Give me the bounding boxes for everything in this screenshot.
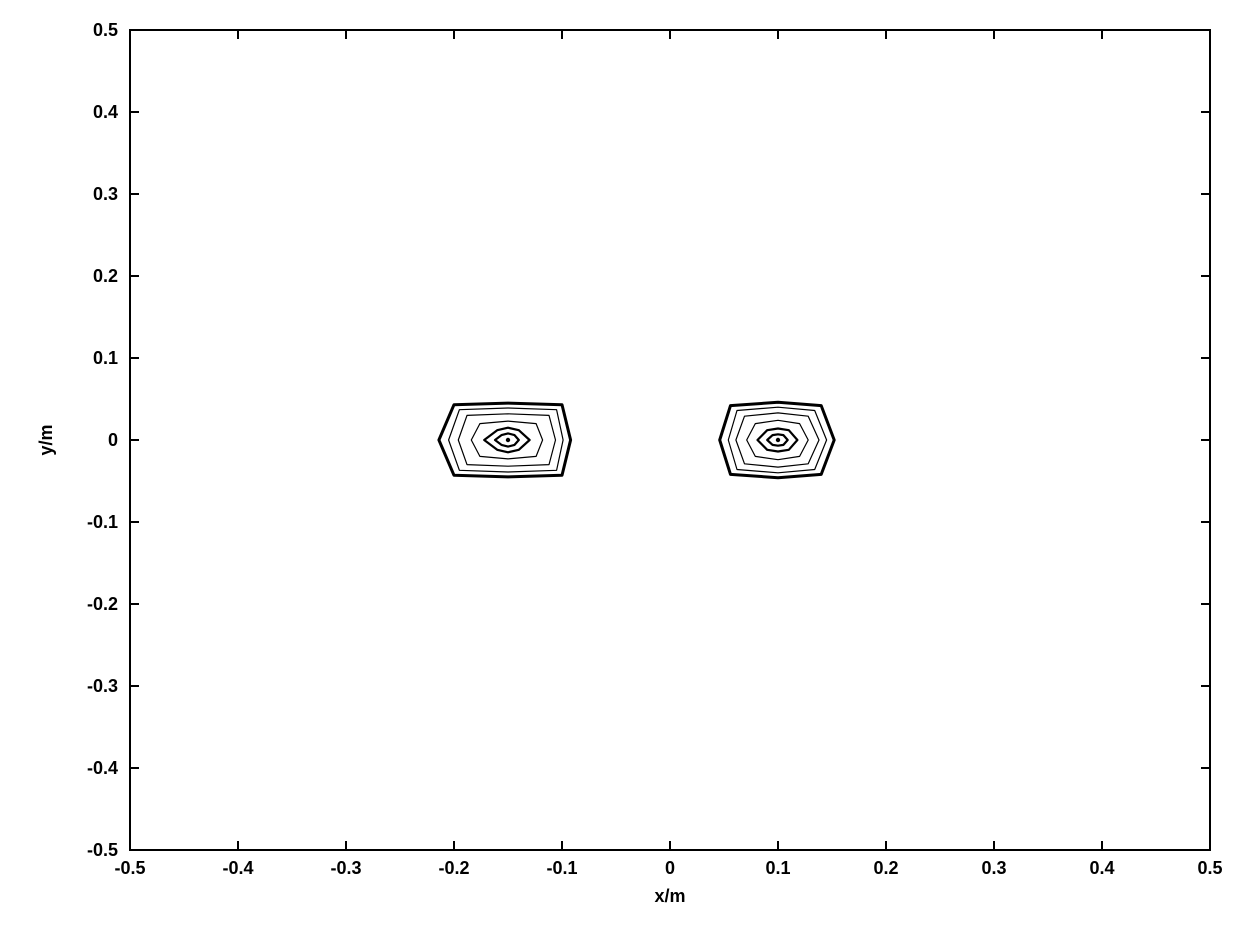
y-tick-label: -0.3 (87, 676, 118, 696)
x-tick-label: 0.5 (1197, 858, 1222, 878)
x-tick-label: 0.3 (981, 858, 1006, 878)
y-tick-label: 0.5 (93, 20, 118, 40)
y-tick-label: -0.1 (87, 512, 118, 532)
y-tick-label: -0.4 (87, 758, 118, 778)
contour-plot: -0.5 -0.4 -0.3 -0.2 -0.1 0 0.1 0.2 0.3 0.4 0.5 -0.5… (0, 0, 1240, 928)
chart-background (0, 0, 1240, 928)
x-tick-label: 0.2 (873, 858, 898, 878)
x-tick-label: 0 (665, 858, 675, 878)
x-tick-label: 0.4 (1089, 858, 1114, 878)
y-axis-label: y/m (36, 424, 56, 455)
contour-center (776, 438, 780, 442)
y-tick-label: 0.2 (93, 266, 118, 286)
x-axis-label: x/m (654, 886, 685, 906)
y-tick-label: 0.4 (93, 102, 118, 122)
x-tick-label: -0.1 (546, 858, 577, 878)
y-tick-label: 0.3 (93, 184, 118, 204)
y-tick-label: 0 (108, 430, 118, 450)
y-tick-label: -0.5 (87, 840, 118, 860)
y-tick-label: -0.2 (87, 594, 118, 614)
y-tick-label: 0.1 (93, 348, 118, 368)
contour-center (506, 438, 510, 442)
x-tick-label: 0.1 (765, 858, 790, 878)
x-tick-label: -0.2 (438, 858, 469, 878)
x-tick-label: -0.5 (114, 858, 145, 878)
x-tick-label: -0.3 (330, 858, 361, 878)
x-tick-label: -0.4 (222, 858, 253, 878)
